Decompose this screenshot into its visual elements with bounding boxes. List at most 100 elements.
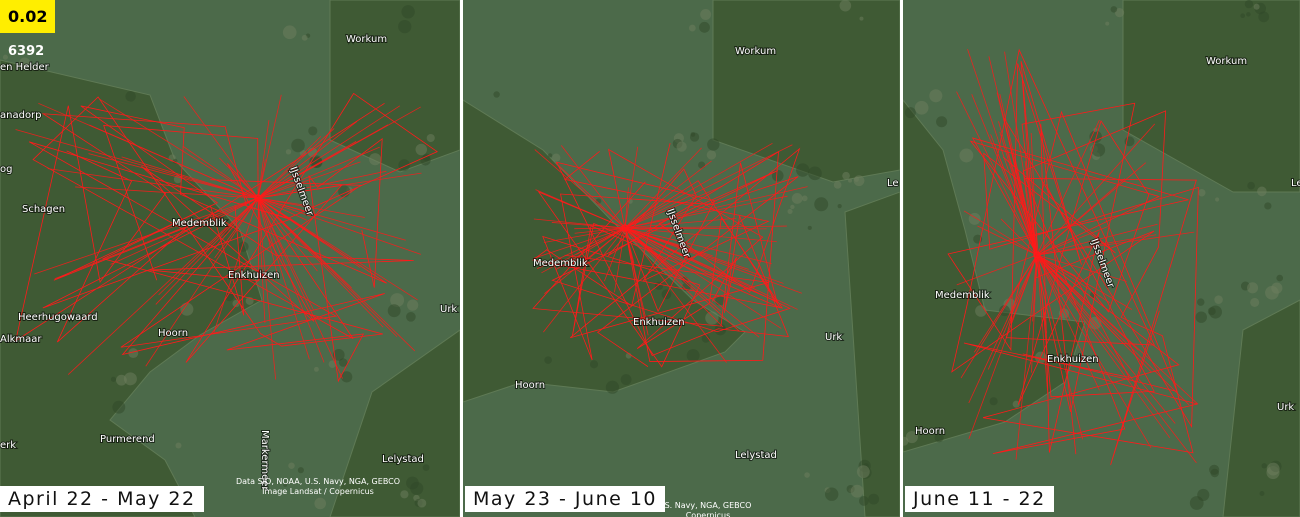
land-texture	[283, 482, 288, 487]
land-texture	[398, 159, 410, 171]
land-texture	[548, 153, 553, 158]
land-texture	[406, 476, 419, 490]
track	[967, 48, 1038, 256]
land-texture	[400, 490, 409, 499]
track	[624, 227, 724, 328]
track	[996, 92, 1038, 256]
land-texture	[1261, 463, 1267, 469]
date-range: June 11 - 22	[905, 486, 1054, 512]
land-texture	[839, 0, 852, 12]
track	[624, 144, 793, 229]
land-texture	[714, 323, 727, 336]
track	[1036, 254, 1176, 424]
land-texture	[790, 204, 795, 210]
track	[15, 129, 259, 199]
land-texture	[232, 299, 240, 308]
track	[532, 162, 782, 337]
land-texture	[859, 496, 869, 506]
land-texture	[341, 371, 353, 383]
track	[1015, 254, 1038, 460]
track	[1000, 218, 1038, 256]
track	[963, 178, 1198, 466]
land-texture	[690, 132, 696, 137]
track	[32, 96, 383, 347]
land-texture	[814, 197, 829, 212]
land-texture	[620, 374, 632, 385]
land-texture	[308, 126, 318, 136]
land-texture	[989, 397, 998, 406]
land-texture	[552, 153, 561, 162]
track	[75, 186, 259, 199]
track	[555, 161, 789, 356]
land	[903, 99, 1086, 453]
land-texture	[848, 178, 853, 183]
land-texture	[825, 487, 839, 501]
place-label: Le	[1291, 178, 1300, 189]
land-texture	[112, 400, 126, 414]
track	[257, 197, 307, 221]
place-label: Enkhuizen	[1047, 354, 1099, 365]
land-texture	[589, 360, 599, 369]
hub	[1033, 251, 1041, 259]
land	[1222, 299, 1300, 517]
track	[145, 197, 259, 367]
land-texture	[1012, 400, 1020, 408]
track	[1036, 123, 1156, 256]
track	[103, 125, 414, 322]
track	[543, 227, 626, 333]
land-texture	[936, 116, 948, 128]
land-texture	[804, 472, 810, 478]
land	[712, 0, 900, 183]
track	[257, 197, 416, 352]
track	[624, 195, 788, 229]
map-panel: WorkumLeMedemblikIJsselmeerEnkhuizenHoor…	[903, 0, 1300, 517]
attribution: Data SIO, NOAA, U.S. Navy, NGA, GEBCO	[236, 477, 400, 486]
land-texture	[407, 299, 419, 311]
track	[67, 197, 259, 375]
land-texture	[175, 442, 182, 449]
land-texture	[18, 57, 31, 69]
track	[257, 170, 387, 199]
track	[1036, 254, 1049, 399]
land-texture	[688, 24, 696, 32]
track	[624, 160, 712, 229]
track	[537, 176, 799, 368]
attribution: S. Navy, NGA, GEBCO	[665, 501, 752, 510]
land-texture	[125, 91, 136, 102]
land-texture	[1114, 8, 1125, 18]
land-texture	[291, 138, 305, 153]
map-panel: WorkumMedemblikIJsselmeerEnkhuizenHoornU…	[463, 0, 900, 517]
land-texture	[1198, 189, 1206, 197]
land	[463, 99, 746, 403]
track	[214, 197, 259, 259]
land-texture	[801, 195, 808, 202]
land-texture	[224, 291, 234, 302]
track	[604, 227, 626, 282]
track	[532, 143, 783, 349]
land-texture	[1253, 3, 1260, 10]
track	[574, 227, 626, 234]
track	[121, 138, 385, 383]
place-label: og	[0, 164, 12, 175]
land-texture	[1265, 285, 1279, 300]
track	[257, 141, 357, 199]
track	[624, 227, 767, 230]
land-texture	[701, 334, 711, 343]
track	[213, 197, 259, 333]
land-texture	[1266, 462, 1280, 476]
place-label: Alkmaar	[0, 334, 42, 345]
land-texture	[1246, 12, 1251, 17]
track	[182, 145, 259, 199]
land-texture	[123, 372, 137, 386]
land-texture	[791, 193, 803, 204]
land-texture	[605, 380, 619, 394]
land-texture	[285, 149, 292, 155]
track	[951, 48, 1178, 392]
date-range: April 22 - May 22	[0, 486, 204, 512]
place-label: Hoorn	[515, 380, 545, 391]
land-texture	[595, 198, 602, 204]
land-texture	[128, 348, 139, 359]
land-texture	[328, 360, 337, 368]
place-label: Hoorn	[158, 328, 188, 339]
